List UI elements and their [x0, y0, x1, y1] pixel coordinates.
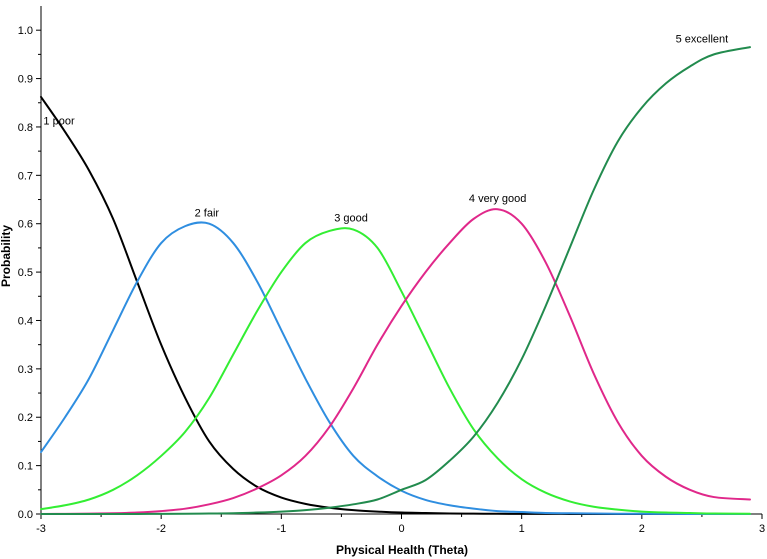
axes: 0.0 0.1 0.2 0.3 0.4 0.5 0.6 0.7 0.8 0.9 1.0 -3 -2 -1 0… — [18, 6, 765, 535]
curve-labels-layer: 1 poor 2 fair 3 good 4 very good 5 excellent — [43, 33, 728, 224]
y-tick-label: 0.5 — [18, 267, 33, 279]
x-tick-label: 1 — [519, 523, 525, 535]
curve-label-4-very-good: 4 very good — [469, 193, 526, 205]
curve-label-2-fair: 2 fair — [195, 207, 220, 219]
y-tick-label: 0.3 — [18, 364, 33, 376]
y-axis-title: Probability — [0, 225, 13, 287]
x-tick-label: -3 — [36, 523, 46, 535]
y-tick-label: 0.9 — [18, 74, 33, 86]
y-tick-label: 0.2 — [18, 412, 33, 424]
x-tick-label: 2 — [639, 523, 645, 535]
x-tick-label: 3 — [759, 523, 765, 535]
curve-label-1-poor: 1 poor — [43, 116, 75, 128]
y-tick-label: 0.6 — [18, 219, 33, 231]
y-tick-label: 1.0 — [18, 25, 33, 37]
series-line-5-excellent — [40, 46, 751, 516]
x-tick-label: -2 — [156, 523, 166, 535]
curves-layer — [40, 46, 751, 516]
series-line-2-fair — [40, 221, 751, 515]
series-line-3-good — [40, 227, 751, 515]
curve-label-5-excellent: 5 excellent — [676, 33, 729, 45]
curve-label-3-good: 3 good — [334, 212, 368, 224]
x-tick-label: 0 — [398, 523, 404, 535]
y-tick-label: 0.7 — [18, 170, 33, 182]
series-line-4-very-good — [40, 208, 751, 515]
y-tick-label: 0.1 — [18, 461, 33, 473]
x-axis-title: Physical Health (Theta) — [336, 543, 468, 557]
y-tick-label: 0.4 — [18, 315, 33, 327]
y-tick-label: 0.8 — [18, 122, 33, 134]
y-tick-label: 0.0 — [18, 509, 33, 521]
x-tick-label: -1 — [276, 523, 286, 535]
